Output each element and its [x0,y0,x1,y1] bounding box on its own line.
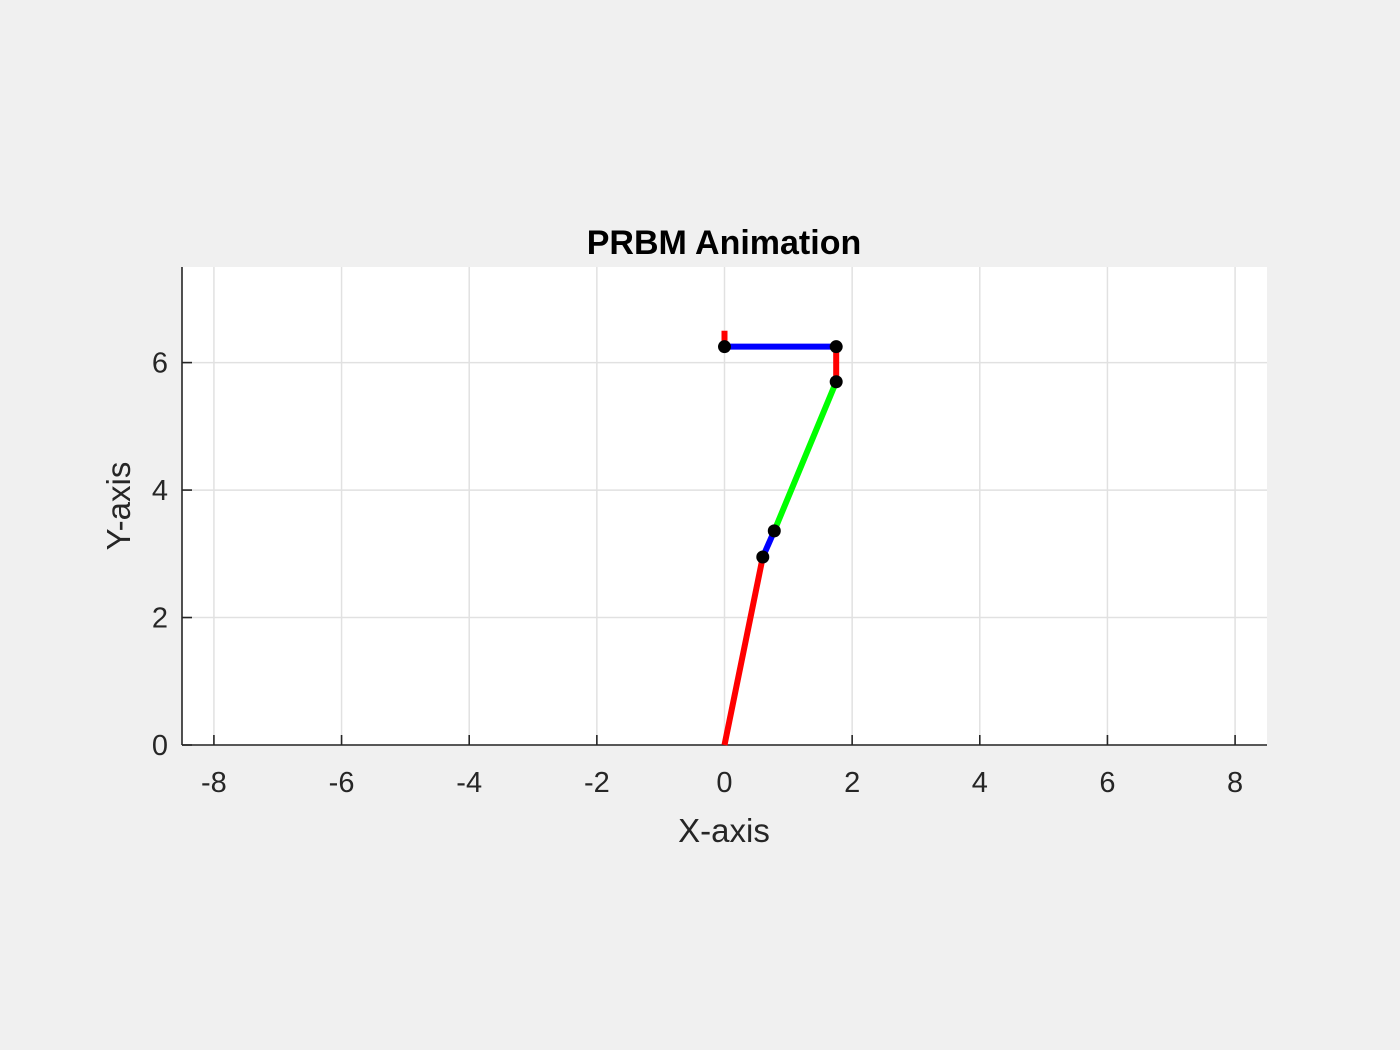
x-tick-label: 8 [1227,767,1243,799]
joint-marker [767,524,781,538]
x-tick-label: -6 [329,767,355,799]
y-tick-label: 4 [152,475,168,507]
joint-marker [718,340,731,354]
x-tick-label: 4 [972,767,988,799]
y-tick-label: 0 [152,730,168,762]
x-tick-label: 2 [844,767,860,799]
joint-marker [829,340,843,354]
x-tick-label: 6 [1099,767,1115,799]
tick-labels: -8 -6 -4 -2 0 2 4 6 8 0 2 4 6 [152,348,1243,799]
linkage-segment [771,380,839,533]
y-tick-label: 2 [152,603,168,635]
x-tick-label: -8 [201,767,227,799]
joint-marker [756,550,770,564]
x-axis-label: X-axis [678,812,770,849]
y-tick-label: 6 [152,348,168,380]
linkage-segment [721,556,766,746]
x-tick-label: 0 [716,767,732,799]
joint-marker [829,375,843,389]
x-tick-label: -2 [584,767,610,799]
y-axis-label: Y-axis [100,462,137,551]
joint-markers [718,340,843,564]
chart-title: PRBM Animation [587,224,862,262]
x-tick-label: -4 [456,767,482,799]
